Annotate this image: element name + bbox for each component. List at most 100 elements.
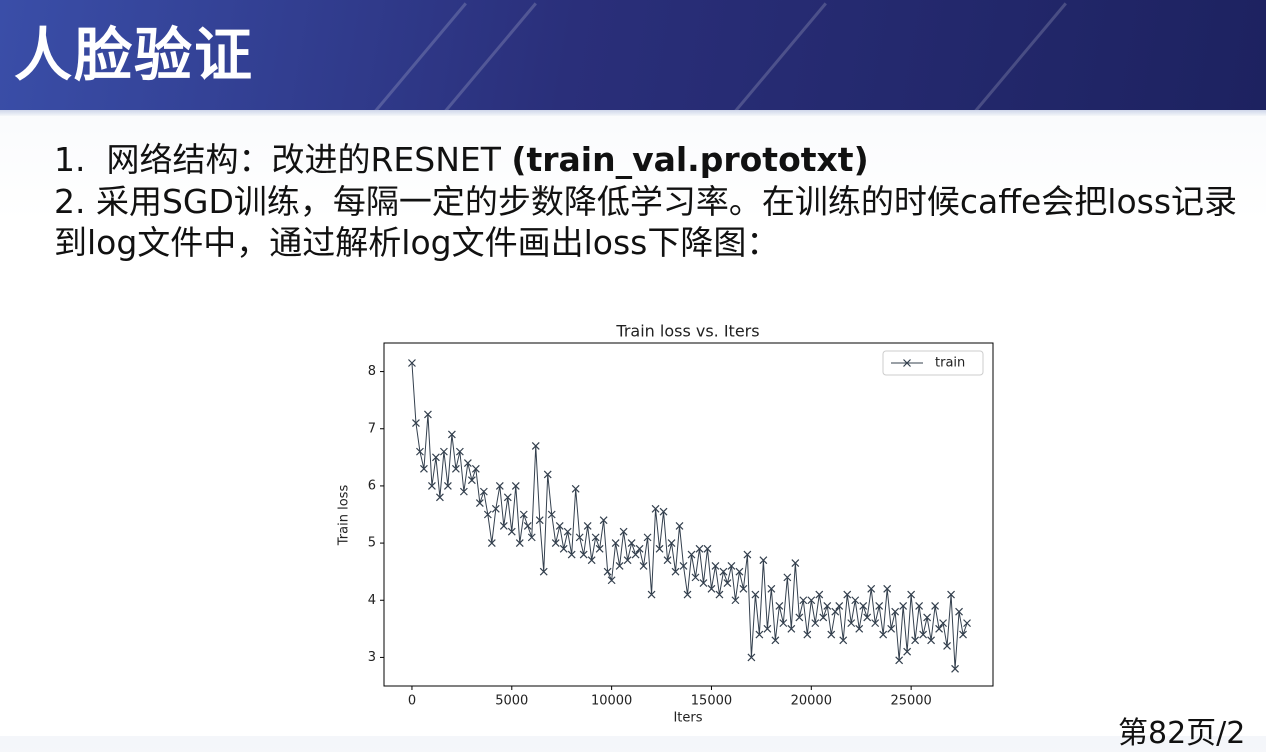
point-marker bbox=[867, 584, 876, 593]
point-marker bbox=[511, 481, 520, 490]
point-marker bbox=[687, 550, 696, 559]
point-marker bbox=[739, 584, 748, 593]
point-marker bbox=[675, 522, 684, 530]
point-marker bbox=[799, 596, 808, 605]
point-marker bbox=[567, 550, 576, 559]
point-marker bbox=[951, 664, 959, 673]
point-marker bbox=[871, 619, 880, 628]
point-marker bbox=[527, 533, 536, 542]
point-marker bbox=[963, 619, 971, 628]
plot-frame bbox=[383, 342, 994, 687]
point-marker bbox=[887, 624, 896, 633]
point-marker bbox=[579, 550, 588, 559]
point-marker bbox=[547, 510, 556, 519]
point-marker bbox=[803, 630, 812, 639]
point-marker bbox=[667, 539, 676, 548]
stripe bbox=[936, 2, 1067, 110]
point-marker bbox=[715, 590, 724, 599]
point-marker bbox=[627, 539, 636, 548]
point-marker bbox=[623, 556, 632, 565]
point-marker bbox=[791, 559, 800, 568]
point-marker bbox=[555, 522, 564, 530]
point-marker bbox=[839, 636, 848, 645]
point-marker bbox=[583, 522, 592, 530]
point-marker bbox=[647, 590, 656, 599]
point-marker bbox=[819, 613, 828, 622]
point-marker bbox=[703, 544, 712, 553]
header: 人脸验证 bbox=[0, 0, 1266, 110]
stripe bbox=[696, 2, 827, 110]
point-marker bbox=[595, 544, 604, 553]
point-marker bbox=[923, 613, 932, 622]
point-marker bbox=[935, 624, 944, 633]
x-tick-label: 20000 bbox=[791, 694, 832, 709]
item-1-bold: (train_val.prototxt) bbox=[511, 140, 869, 179]
point-marker bbox=[659, 507, 668, 516]
point-marker bbox=[719, 567, 728, 576]
point-marker bbox=[947, 590, 955, 599]
point-marker bbox=[483, 510, 492, 519]
point-marker bbox=[927, 636, 936, 645]
x-tick-label: 10000 bbox=[591, 694, 632, 709]
point-marker bbox=[607, 576, 616, 585]
point-marker bbox=[831, 607, 840, 616]
point-marker bbox=[587, 556, 596, 565]
point-marker bbox=[731, 596, 740, 605]
point-marker bbox=[743, 550, 752, 559]
point-marker bbox=[443, 481, 452, 490]
point-marker bbox=[859, 602, 868, 610]
point-marker bbox=[827, 630, 836, 639]
point-marker bbox=[575, 533, 584, 542]
point-marker bbox=[899, 602, 908, 610]
point-marker bbox=[763, 624, 772, 633]
point-marker bbox=[771, 636, 780, 645]
chart-bg bbox=[330, 315, 1010, 736]
item-1-text: 1. 网络结构：改进的RESNET bbox=[54, 140, 512, 179]
point-marker bbox=[571, 484, 580, 493]
point-marker bbox=[823, 602, 832, 610]
point-marker bbox=[459, 487, 468, 496]
point-marker bbox=[759, 556, 768, 565]
point-marker bbox=[631, 550, 640, 559]
point-marker bbox=[691, 573, 700, 582]
point-marker bbox=[727, 562, 736, 570]
point-marker bbox=[424, 410, 432, 419]
point-marker bbox=[635, 544, 644, 553]
chart-title: Train loss vs. Iters bbox=[615, 322, 759, 341]
point-marker bbox=[523, 522, 532, 530]
point-marker bbox=[671, 567, 680, 576]
point-marker bbox=[412, 419, 420, 427]
point-marker bbox=[939, 619, 948, 628]
point-marker bbox=[507, 527, 516, 536]
point-marker bbox=[531, 441, 540, 450]
series-line bbox=[411, 362, 968, 669]
point-marker bbox=[891, 607, 900, 616]
item-1: 1. 网络结构：改进的RESNET (train_val.prototxt) bbox=[54, 139, 1239, 180]
point-marker bbox=[463, 459, 472, 467]
x-tick-label: 25000 bbox=[890, 694, 931, 709]
point-marker bbox=[499, 522, 508, 530]
point-marker bbox=[679, 562, 688, 570]
point-marker bbox=[851, 596, 860, 605]
item-2: 2. 采用SGD训练，每隔一定的步数降低学习率。在训练的时候caffe会把los… bbox=[54, 182, 1238, 262]
point-marker bbox=[955, 607, 963, 616]
point-marker bbox=[815, 590, 824, 599]
point-marker bbox=[843, 590, 852, 599]
point-marker bbox=[603, 567, 612, 576]
x-axis-label: Iters bbox=[673, 711, 702, 726]
point-marker bbox=[699, 579, 708, 588]
point-marker bbox=[427, 481, 436, 490]
point-marker bbox=[879, 630, 888, 639]
point-marker bbox=[747, 653, 756, 662]
point-marker bbox=[591, 533, 600, 542]
point-marker bbox=[519, 510, 528, 519]
point-marker bbox=[931, 602, 940, 610]
point-marker bbox=[431, 453, 440, 462]
legend-label: train bbox=[935, 356, 965, 371]
x-tick-label: 15000 bbox=[691, 694, 732, 709]
point-marker bbox=[863, 613, 872, 622]
point-marker bbox=[467, 476, 476, 485]
y-tick-label: 3 bbox=[368, 650, 376, 665]
point-marker bbox=[779, 619, 788, 628]
